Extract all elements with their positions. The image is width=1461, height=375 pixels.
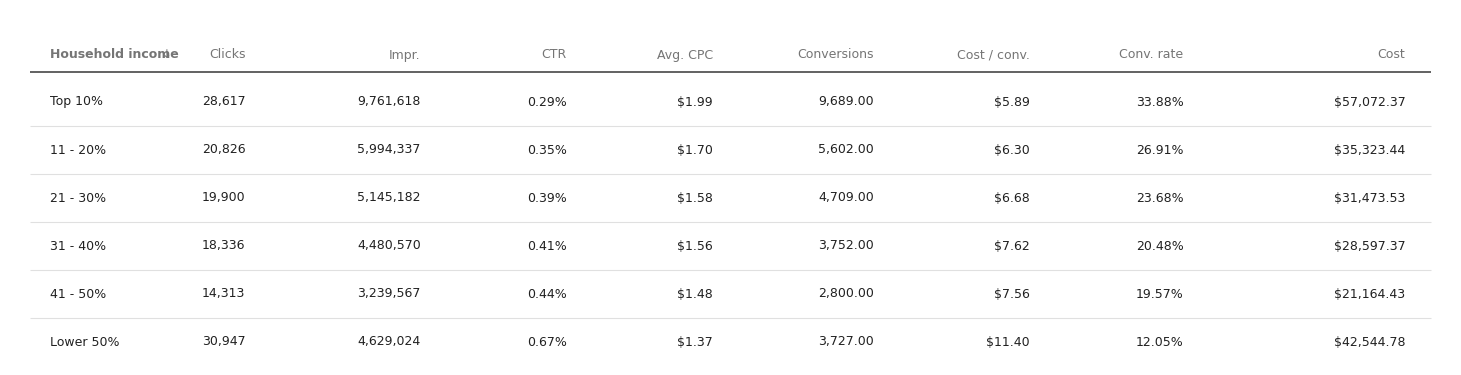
Text: 31 - 40%: 31 - 40% — [50, 240, 105, 252]
Text: $21,164.43: $21,164.43 — [1334, 288, 1405, 300]
Text: Household income: Household income — [50, 48, 178, 62]
Text: $1.56: $1.56 — [678, 240, 713, 252]
Text: $7.62: $7.62 — [995, 240, 1030, 252]
Text: 0.39%: 0.39% — [527, 192, 567, 204]
Text: 14,313: 14,313 — [202, 288, 245, 300]
Text: 20,826: 20,826 — [202, 144, 245, 156]
Text: Top 10%: Top 10% — [50, 96, 102, 108]
Text: $28,597.37: $28,597.37 — [1334, 240, 1405, 252]
Text: 23.68%: 23.68% — [1135, 192, 1183, 204]
Text: 5,994,337: 5,994,337 — [358, 144, 421, 156]
Text: $5.89: $5.89 — [993, 96, 1030, 108]
Text: $1.48: $1.48 — [678, 288, 713, 300]
Text: 9,689.00: 9,689.00 — [818, 96, 874, 108]
Text: 0.67%: 0.67% — [527, 336, 567, 348]
Text: 5,145,182: 5,145,182 — [358, 192, 421, 204]
Text: Conversions: Conversions — [798, 48, 874, 62]
Text: 20.48%: 20.48% — [1135, 240, 1183, 252]
Text: 0.35%: 0.35% — [527, 144, 567, 156]
Text: Avg. CPC: Avg. CPC — [657, 48, 713, 62]
Text: Clicks: Clicks — [209, 48, 245, 62]
Text: 0.44%: 0.44% — [527, 288, 567, 300]
Text: $1.58: $1.58 — [676, 192, 713, 204]
Text: 5,602.00: 5,602.00 — [818, 144, 874, 156]
Text: $42,544.78: $42,544.78 — [1334, 336, 1405, 348]
Text: 19.57%: 19.57% — [1135, 288, 1183, 300]
Text: $1.37: $1.37 — [678, 336, 713, 348]
Text: 0.41%: 0.41% — [527, 240, 567, 252]
Text: 18,336: 18,336 — [202, 240, 245, 252]
Text: 0.29%: 0.29% — [527, 96, 567, 108]
Text: 2,800.00: 2,800.00 — [818, 288, 874, 300]
Text: 41 - 50%: 41 - 50% — [50, 288, 107, 300]
Text: 19,900: 19,900 — [202, 192, 245, 204]
Text: $57,072.37: $57,072.37 — [1334, 96, 1405, 108]
Text: $11.40: $11.40 — [986, 336, 1030, 348]
Text: 3,752.00: 3,752.00 — [818, 240, 874, 252]
Text: Lower 50%: Lower 50% — [50, 336, 120, 348]
Text: 11 - 20%: 11 - 20% — [50, 144, 105, 156]
Text: $6.68: $6.68 — [995, 192, 1030, 204]
Text: 9,761,618: 9,761,618 — [358, 96, 421, 108]
Text: 28,617: 28,617 — [202, 96, 245, 108]
Text: $1.70: $1.70 — [676, 144, 713, 156]
Text: 21 - 30%: 21 - 30% — [50, 192, 105, 204]
Text: Cost / conv.: Cost / conv. — [957, 48, 1030, 62]
Text: 26.91%: 26.91% — [1135, 144, 1183, 156]
Text: 33.88%: 33.88% — [1135, 96, 1183, 108]
Text: 30,947: 30,947 — [202, 336, 245, 348]
Text: Cost: Cost — [1378, 48, 1405, 62]
Text: Impr.: Impr. — [389, 48, 421, 62]
Text: $7.56: $7.56 — [993, 288, 1030, 300]
Text: 4,629,024: 4,629,024 — [358, 336, 421, 348]
Text: ↓: ↓ — [162, 48, 171, 62]
Text: 4,480,570: 4,480,570 — [356, 240, 421, 252]
Text: 3,239,567: 3,239,567 — [358, 288, 421, 300]
Text: $1.99: $1.99 — [678, 96, 713, 108]
Text: 12.05%: 12.05% — [1135, 336, 1183, 348]
Text: 4,709.00: 4,709.00 — [818, 192, 874, 204]
Text: $31,473.53: $31,473.53 — [1334, 192, 1405, 204]
Text: CTR: CTR — [542, 48, 567, 62]
Text: 3,727.00: 3,727.00 — [818, 336, 874, 348]
Text: $6.30: $6.30 — [995, 144, 1030, 156]
Text: Conv. rate: Conv. rate — [1119, 48, 1183, 62]
Text: $35,323.44: $35,323.44 — [1334, 144, 1405, 156]
